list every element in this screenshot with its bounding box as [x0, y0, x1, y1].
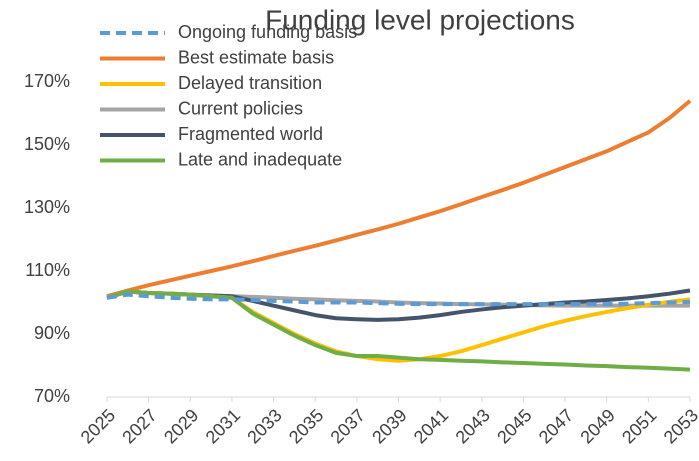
x-tick-label: 2029: [160, 405, 202, 447]
y-tick-label: 170%: [24, 71, 70, 91]
x-tick-label: 2045: [493, 405, 535, 447]
chart-title: Funding level projections: [265, 4, 575, 35]
x-tick-label: 2035: [285, 405, 327, 447]
legend-label: Fragmented world: [178, 124, 323, 144]
series-line: [106, 289, 691, 372]
x-tick-label: 2039: [368, 405, 410, 447]
x-tick-label: 2047: [535, 405, 577, 447]
legend-label: Current policies: [178, 98, 303, 118]
x-tick-label: 2043: [452, 405, 494, 447]
legend-label: Late and inadequate: [178, 149, 342, 169]
x-tick-label: 2053: [660, 405, 699, 447]
x-tick-label: 2027: [118, 405, 160, 447]
series-line: [106, 292, 691, 307]
x-tick-label: 2041: [410, 405, 452, 447]
y-tick-label: 70%: [34, 386, 70, 406]
y-tick-label: 130%: [24, 197, 70, 217]
series-line: [106, 99, 692, 299]
x-tick-label: 2051: [618, 405, 660, 447]
x-tick-label: 2033: [243, 405, 285, 447]
legend-label: Ongoing funding basis: [178, 22, 357, 42]
y-tick-label: 90%: [34, 323, 70, 343]
legend-label: Delayed transition: [178, 73, 322, 93]
x-tick-label: 2025: [77, 405, 119, 447]
legend-label: Best estimate basis: [178, 47, 334, 67]
y-tick-label: 110%: [25, 260, 70, 280]
x-tick-label: 2037: [327, 405, 369, 447]
y-tick-label: 150%: [24, 134, 70, 154]
x-tick-label: 2049: [576, 405, 618, 447]
x-tick-label: 2031: [202, 405, 244, 447]
